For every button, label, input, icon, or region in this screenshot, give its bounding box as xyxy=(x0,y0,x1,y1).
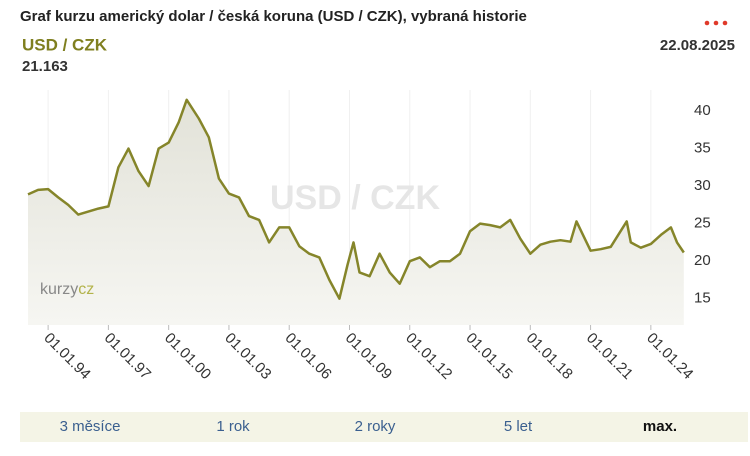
y-tick-label: 40 xyxy=(694,102,711,119)
area xyxy=(28,99,684,325)
range-button[interactable]: 3 měsíce xyxy=(60,418,121,435)
x-tick-label: 01.01.24 xyxy=(643,330,696,383)
watermark: USD / CZK xyxy=(270,179,440,217)
x-tick-label: 01.01.12 xyxy=(402,330,455,383)
logo-part: cz xyxy=(78,281,94,298)
pair-label: USD / CZK xyxy=(22,35,108,54)
range-button[interactable]: 1 rok xyxy=(216,418,250,435)
x-tick-label: 01.01.15 xyxy=(462,330,515,383)
range-button[interactable]: max. xyxy=(643,418,677,435)
x-tick-label: 01.01.06 xyxy=(282,330,335,383)
last-value: 21.163 xyxy=(22,58,68,75)
x-tick-label: 01.01.94 xyxy=(40,330,93,383)
x-tick-label: 01.01.03 xyxy=(221,330,274,383)
date-label: 22.08.2025 xyxy=(660,37,735,54)
range-button[interactable]: 5 let xyxy=(504,418,533,435)
y-tick-label: 20 xyxy=(694,252,711,269)
x-tick-label: 01.01.21 xyxy=(583,330,636,383)
menu-dot[interactable] xyxy=(713,20,719,26)
x-tick-label: 01.01.97 xyxy=(101,330,154,383)
x-tick-label: 01.01.00 xyxy=(161,330,214,383)
y-tick-label: 25 xyxy=(694,215,711,232)
menu-dot[interactable] xyxy=(722,20,728,26)
range-button[interactable]: 2 roky xyxy=(355,418,396,435)
chart-title: Graf kurzu americký dolar / česká koruna… xyxy=(20,8,527,25)
x-tick-label: 01.01.18 xyxy=(523,330,576,383)
y-tick-label: 30 xyxy=(694,177,711,194)
y-tick-label: 35 xyxy=(694,140,711,157)
logo: kurzycz xyxy=(40,281,94,298)
y-tick-label: 15 xyxy=(694,290,711,307)
logo-part: kurzy xyxy=(40,281,78,298)
menu-dot[interactable] xyxy=(704,20,710,26)
x-tick-label: 01.01.09 xyxy=(342,330,395,383)
line xyxy=(27,98,685,300)
range-bar xyxy=(20,412,748,442)
